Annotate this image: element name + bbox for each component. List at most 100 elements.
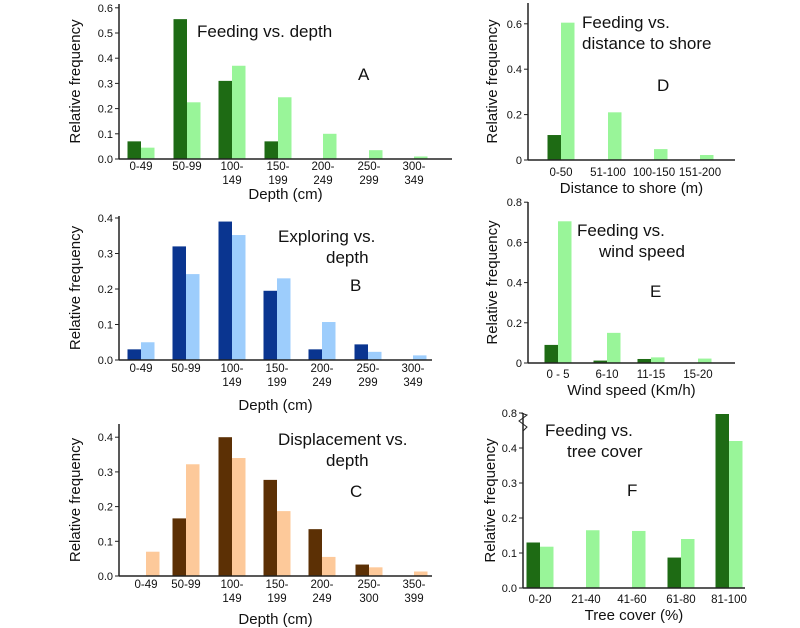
y-tick-label: 0.8 xyxy=(502,408,517,420)
x-tick-label: 350- 399 xyxy=(402,579,425,605)
bar-21-40-series2 xyxy=(586,530,600,588)
y-tick-label: 0.6 xyxy=(507,237,522,249)
x-tick-label-line: 100- xyxy=(220,363,243,375)
panel-title-line: Exploring vs. xyxy=(278,227,375,246)
bar-150-199-series1 xyxy=(263,479,277,576)
bar-0-49-series2 xyxy=(141,147,155,159)
x-tick-label: 200- 249 xyxy=(310,363,333,389)
y-tick-label: 0 xyxy=(516,358,522,370)
y-tick-label: 0.3 xyxy=(98,249,113,261)
x-tick-label-line: 299 xyxy=(358,377,377,389)
bar-100-149-series1 xyxy=(218,221,232,360)
panel-title: Displacement vs. depth xyxy=(278,430,407,470)
y-tick-label: 0.2 xyxy=(507,318,522,330)
bar-100-149-series2 xyxy=(232,65,246,159)
panel-title-line: Feeding vs. xyxy=(582,13,670,32)
bar-100-149-series1 xyxy=(218,437,232,576)
bar-0-50-series1 xyxy=(547,135,561,160)
bar-100-149-series2 xyxy=(232,458,246,576)
bar-50-99-series2 xyxy=(187,102,201,159)
panel-a: 0.0 0.1 0.2 0.3 0.4 0.5 0.6 0-49 50-99 100- 149 150… xyxy=(67,3,452,203)
x-tick-label-line: 249 xyxy=(312,593,331,605)
y-tick-label: 0.5 xyxy=(98,28,113,40)
x-tick-label: 250- 299 xyxy=(356,363,379,389)
y-tick-label: 0.2 xyxy=(98,284,113,296)
bar-350-399-series2 xyxy=(414,571,428,576)
bar-250-300-series1 xyxy=(355,564,369,576)
x-tick-label: 100-150 xyxy=(633,167,675,179)
bar-81-100-series2 xyxy=(729,441,743,588)
y-tick-label: 0.2 xyxy=(507,110,522,122)
y-tick-label: 0.8 xyxy=(507,197,522,209)
y-tick-label: 0.1 xyxy=(98,129,113,141)
bar-150-199-series1 xyxy=(263,290,277,360)
bar-50-99-series2 xyxy=(186,464,200,576)
x-tick-label-line: 300 xyxy=(359,593,378,605)
y-tick-label: 0.4 xyxy=(98,53,113,65)
bar-61-80-series1 xyxy=(667,557,681,588)
bar-300-349-series2 xyxy=(414,156,428,159)
x-tick-label: 6-10 xyxy=(595,369,618,381)
y-tick-label: 0.0 xyxy=(98,571,113,583)
y-tick-label: 0.0 xyxy=(98,154,113,166)
x-tick-label-line: 249 xyxy=(312,377,331,389)
bar-0-20-series1 xyxy=(526,542,540,588)
bar-0-49-series2 xyxy=(146,551,160,576)
bar-150-199-series1 xyxy=(264,141,278,159)
panel-letter: C xyxy=(350,482,362,501)
x-tick-label-line: 149 xyxy=(222,593,241,605)
x-axis-label: Depth (cm) xyxy=(238,611,312,628)
x-tick-label-line: 150- xyxy=(266,161,289,173)
x-tick-label: 200- 249 xyxy=(311,161,334,187)
x-tick-label-line: 149 xyxy=(222,377,241,389)
y-tick-label: 0.3 xyxy=(98,78,113,90)
x-tick-label: 250- 300 xyxy=(357,579,380,605)
y-tick-label: 0.4 xyxy=(98,213,113,225)
y-axis-label: Relative frequency xyxy=(67,225,84,350)
x-tick-label: 100- 149 xyxy=(220,579,243,605)
panel-letter: F xyxy=(627,481,637,500)
x-tick-label: 100- 149 xyxy=(220,161,243,187)
bar-300-349-series2 xyxy=(413,355,427,360)
bar-15-20-series2 xyxy=(698,358,712,363)
y-tick-label: 0.1 xyxy=(502,548,517,560)
x-tick-label-line: 250- xyxy=(357,579,380,591)
panel-title: Feeding vs. distance to shore xyxy=(582,13,711,53)
x-tick-label: 200- 249 xyxy=(310,579,333,605)
bar-11-15-series1 xyxy=(637,358,651,363)
x-tick-label: 0-49 xyxy=(129,363,152,375)
x-tick-label-line: 249 xyxy=(313,175,332,187)
x-tick-label-line: 349 xyxy=(403,377,422,389)
bar-0-49-series2 xyxy=(141,342,155,360)
panel-d: 0 0.2 0.4 0.6 0-50 51-100 100-150 151-200Distan… xyxy=(484,3,735,197)
x-tick-label-line: 250- xyxy=(356,363,379,375)
y-axis-label: Relative frequency xyxy=(67,19,84,144)
bar-100-150-series2 xyxy=(654,149,668,160)
bar-100-149-series1 xyxy=(218,80,232,159)
x-tick-label: 150- 199 xyxy=(266,161,289,187)
bar-61-80-series2 xyxy=(681,539,695,588)
x-tick-label: 11-15 xyxy=(637,369,666,381)
bar-250-300-series2 xyxy=(369,567,383,576)
panel-title-line: Feeding vs. xyxy=(545,421,633,440)
panel-b: 0.0 0.1 0.2 0.3 0.4 0-49 50-99 100- 149 150- 199 20… xyxy=(67,213,432,414)
panel-title: Exploring vs. depth xyxy=(278,227,375,267)
x-tick-label: 0-20 xyxy=(528,594,551,606)
x-tick-label-line: 200- xyxy=(311,161,334,173)
x-tick-label: 50-99 xyxy=(172,161,201,173)
x-tick-label: 51-100 xyxy=(590,167,626,179)
x-tick-label: 50-99 xyxy=(171,363,200,375)
x-tick-label-line: 199 xyxy=(268,175,287,187)
x-tick-label-line: 100- xyxy=(220,579,243,591)
y-tick-label: 0.2 xyxy=(502,513,517,525)
bar-0 - 5-series1 xyxy=(544,344,558,363)
y-tick-label: 0.0 xyxy=(98,355,113,367)
y-axis-label: Relative frequency xyxy=(484,220,501,345)
bar-200-249-series2 xyxy=(322,556,336,576)
y-tick-label: 0.4 xyxy=(502,443,517,455)
bar-41-60-series2 xyxy=(632,530,646,588)
x-tick-label: 0-49 xyxy=(129,161,152,173)
panel-title-line: depth xyxy=(326,451,369,470)
x-tick-label-line: 200- xyxy=(310,363,333,375)
